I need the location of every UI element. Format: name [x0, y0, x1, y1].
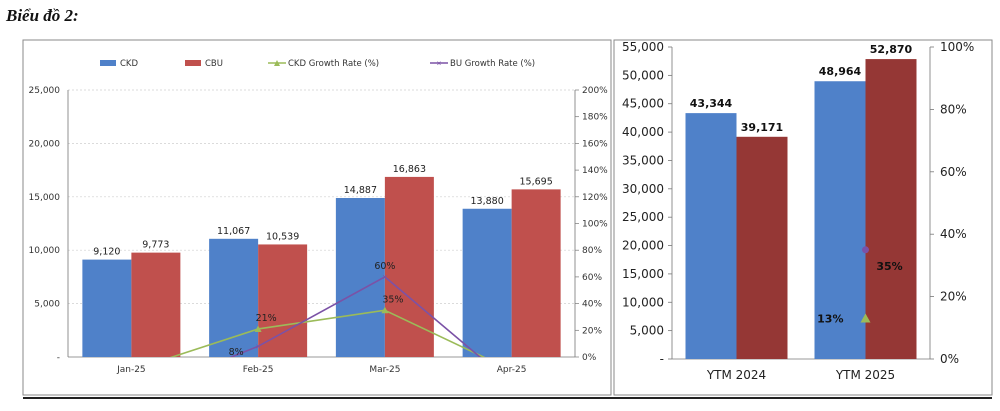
legend-swatch-0 — [100, 60, 116, 66]
y2-tick-label: 140% — [582, 166, 608, 176]
y2-tick-label: 80% — [582, 246, 602, 256]
x-tick-label: YTM 2024 — [706, 368, 766, 382]
y2-tick-label: 0% — [940, 352, 959, 366]
figure-caption: Biểu đồ 2: — [6, 6, 79, 25]
bar-ckd — [335, 198, 385, 357]
bar-ckd — [814, 81, 866, 359]
y2-tick-label: 40% — [582, 300, 602, 310]
y-tick-label: 35,000 — [622, 153, 664, 167]
x-tick-label: YTM 2025 — [835, 368, 895, 382]
growth-value-label: 35% — [876, 260, 902, 273]
y2-tick-label: 100% — [582, 220, 608, 230]
right-chart-frame — [613, 39, 993, 396]
y2-tick-label: 160% — [582, 139, 608, 149]
y-tick-label: 55,000 — [622, 40, 664, 54]
growth-marker: × — [255, 341, 260, 351]
growth-value-label: 60% — [374, 261, 395, 272]
y2-tick-label: 20% — [940, 290, 967, 304]
y2-tick-label: 100% — [940, 40, 974, 54]
y-tick-label: 5,000 — [630, 324, 664, 338]
y-tick-label: 30,000 — [622, 182, 664, 196]
bar-value-label: 14,887 — [344, 185, 377, 196]
legend-label-2: CKD Growth Rate (%) — [288, 59, 379, 69]
x-tick-label: Feb-25 — [243, 365, 274, 375]
y2-tick-label: 180% — [582, 113, 608, 123]
bar-value-label: 43,344 — [690, 97, 733, 110]
y-tick-label: 15,000 — [29, 193, 61, 203]
right-chart: - 5,000 10,000 15,000 20,000 25,000 30,000 35,0… — [622, 40, 974, 382]
bar-value-label: 13,880 — [471, 196, 504, 207]
growth-marker-cbu — [862, 246, 869, 254]
y-tick-label: 15,000 — [622, 267, 664, 281]
growth-marker — [381, 306, 389, 314]
y2-tick-label: 120% — [582, 193, 608, 203]
legend-swatch-1 — [185, 60, 201, 66]
bar-cbu — [511, 189, 561, 357]
legend-marker-3: × — [437, 59, 442, 68]
y-tick-label: 40,000 — [622, 125, 664, 139]
legend-label-0: CKD — [120, 59, 139, 69]
growth-marker: × — [382, 272, 387, 282]
bar-ckd — [462, 208, 512, 357]
growth-marker — [254, 325, 262, 332]
bar-cbu — [131, 252, 181, 357]
y-tick-label: 25,000 — [29, 86, 61, 96]
bar-value-label: 9,773 — [142, 240, 169, 251]
x-tick-label: Mar-25 — [369, 365, 400, 375]
bar-cbu — [258, 244, 308, 357]
growth-value-label: 8% — [229, 347, 244, 358]
y2-tick-label: 20% — [582, 326, 602, 336]
growth-value-label: 21% — [256, 313, 277, 324]
bar-value-label: 52,870 — [870, 43, 913, 56]
growth-value-label: 13% — [817, 312, 843, 325]
bar-value-label: 39,171 — [741, 121, 783, 134]
bar-ckd — [209, 238, 259, 357]
y-tick-label: 20,000 — [29, 139, 61, 149]
y-tick-label: 25,000 — [622, 210, 664, 224]
legend-marker-2 — [274, 60, 280, 66]
legend-label-3: BU Growth Rate (%) — [450, 59, 535, 69]
y-tick-label: 20,000 — [622, 239, 664, 253]
growth-line-1 — [229, 275, 482, 357]
bar-value-label: 16,863 — [393, 164, 426, 175]
bar-value-label: 15,695 — [520, 176, 553, 187]
bar-value-label: 9,120 — [93, 247, 120, 258]
y2-tick-label: 60% — [582, 273, 602, 283]
y-tick-label: - — [660, 352, 664, 366]
y-tick-label: 10,000 — [29, 246, 61, 256]
y2-tick-label: 0% — [582, 353, 597, 363]
growth-line-0 — [169, 309, 486, 357]
y2-tick-label: 40% — [940, 227, 967, 241]
y-tick-label: 45,000 — [622, 97, 664, 111]
left-chart: CKD CBU CKD Growth Rate (%) × BU Growth Rate… — [29, 59, 609, 375]
y2-tick-label: 60% — [940, 165, 967, 179]
growth-value-label: 35% — [382, 294, 403, 305]
bar-value-label: 10,539 — [266, 231, 299, 242]
x-tick-label: Apr-25 — [497, 365, 527, 375]
bar-cbu — [736, 136, 788, 359]
y2-tick-label: 200% — [582, 86, 608, 96]
bar-cbu — [865, 59, 917, 359]
bar-ckd — [82, 259, 132, 357]
bar-value-label: 48,964 — [819, 65, 862, 78]
bar-cbu — [384, 176, 434, 357]
y-tick-label: - — [57, 353, 60, 363]
y-tick-label: 50,000 — [622, 68, 664, 82]
growth-marker-ckd — [860, 313, 871, 323]
bar-ckd — [685, 113, 737, 359]
y2-tick-label: 80% — [940, 102, 967, 116]
legend-label-1: CBU — [205, 59, 223, 69]
x-tick-label: Jan-25 — [116, 365, 146, 375]
y-tick-label: 10,000 — [622, 295, 664, 309]
bar-value-label: 11,067 — [217, 226, 250, 237]
y-tick-label: 5,000 — [34, 300, 60, 310]
